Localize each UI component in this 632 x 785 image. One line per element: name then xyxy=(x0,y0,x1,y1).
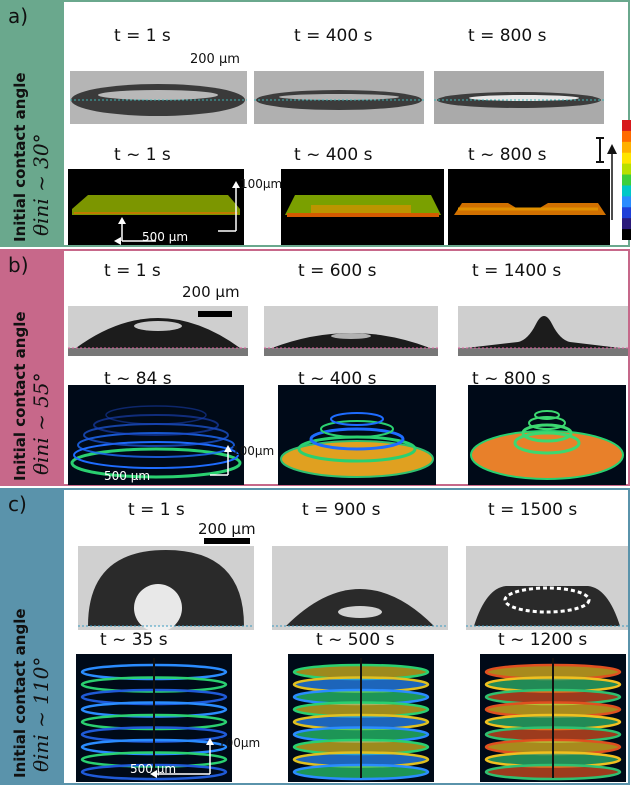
panel-b-scale-h-label: 500 μm xyxy=(104,469,151,483)
panel-a-scale-h-label: 500 μm xyxy=(142,230,189,244)
colorbar-swatch xyxy=(622,196,631,208)
scale-arrow xyxy=(206,738,214,745)
colorbar-swatch xyxy=(622,185,631,197)
panel-b-letter: b) xyxy=(8,253,29,277)
panel-b-fluorescence-image-1 xyxy=(68,385,244,485)
panel-c: c) Initial contact angle θini ~ 110° t =… xyxy=(0,488,630,785)
panel-a-fluorescence-image-1 xyxy=(68,169,244,245)
panel-a-side-label: Initial contact angle θini ~ 30° xyxy=(10,72,53,242)
colorbar-swatch xyxy=(622,141,631,154)
panel-a-droplet-photo-1 xyxy=(70,71,247,124)
panel-a-scale-v-label: 100μm xyxy=(240,177,283,191)
panel-c-side-label: Initial contact angle θini ~ 110° xyxy=(10,608,53,778)
colorbar-swatch xyxy=(622,120,631,132)
panel-c-side-line2: θini ~ 110° xyxy=(29,656,53,772)
panel-b-fluorescence-image-3 xyxy=(468,385,626,485)
panel-b-side-strip xyxy=(2,251,64,484)
colorbar-swatch xyxy=(622,163,631,176)
panel-a-side-strip xyxy=(2,2,64,245)
panel-c-top-time-2: t = 900 s xyxy=(302,500,381,520)
panel-b-bottom-time-1: t ~ 84 s xyxy=(104,369,172,389)
panel-a-side-line2: θini ~ 30° xyxy=(29,133,53,236)
panel-a-top-time-2: t = 400 s xyxy=(294,26,373,46)
panel-b-scale-v-label: 100μm xyxy=(232,444,275,458)
colorbar-swatch xyxy=(622,152,631,165)
colorbar-swatch xyxy=(622,174,631,186)
scale-arrow xyxy=(150,770,157,778)
panel-c-bottom-time-3: t ~ 1200 s xyxy=(498,630,588,650)
panel-a-colorbar xyxy=(622,120,631,240)
panel-c-side-strip xyxy=(2,490,64,783)
panel-c-top-time-1: t = 1 s xyxy=(128,500,185,520)
colorbar-swatch xyxy=(622,218,631,230)
panel-b-droplet-photo-3 xyxy=(458,306,628,356)
panel-c-fluorescence-image-3 xyxy=(480,654,626,782)
colorbar-swatch xyxy=(622,229,631,240)
panel-c-droplet-photo-1 xyxy=(78,546,254,630)
panel-a: a) Initial contact angle θini ~ 30° t = … xyxy=(0,0,631,247)
panel-c-top-scale-bar xyxy=(204,538,250,544)
panel-b-top-scale-bar xyxy=(198,311,232,317)
panel-c-top-scale-label: 200 μm xyxy=(198,520,256,538)
colorbar-swatch xyxy=(622,207,631,219)
panel-a-colorbar-arrow-icon xyxy=(596,132,620,232)
panel-c-scale-v-label: 100μm xyxy=(218,736,261,750)
panel-a-letter: a) xyxy=(8,4,29,28)
panel-b-droplet-photo-1 xyxy=(68,306,248,356)
panel-a-side-line1: Initial contact angle xyxy=(11,72,29,242)
panel-c-letter: c) xyxy=(8,492,27,516)
panel-b-fluorescence-image-2 xyxy=(278,385,436,485)
panel-a-top-time-3: t = 800 s xyxy=(468,26,547,46)
panel-a-droplet-photo-2 xyxy=(254,71,424,124)
panel-c-fluorescence-image-2 xyxy=(288,654,434,782)
panel-a-fluorescence-image-3 xyxy=(448,169,610,245)
panel-b-top-time-3: t = 1400 s xyxy=(472,261,562,281)
panel-b: b) Initial contact angle θini ~ 55° t = … xyxy=(0,249,630,486)
panel-b-top-time-1: t = 1 s xyxy=(104,261,161,281)
panel-a-bottom-time-2: t ~ 400 s xyxy=(294,145,373,165)
panel-c-top-time-3: t = 1500 s xyxy=(488,500,578,520)
panel-c-droplet-photo-3 xyxy=(466,546,628,630)
panel-c-bottom-time-1: t ~ 35 s xyxy=(100,630,168,650)
panel-b-droplet-photo-2 xyxy=(264,306,438,356)
panel-a-bottom-time-3: t ~ 800 s xyxy=(468,145,547,165)
panel-a-top-time-1: t = 1 s xyxy=(114,26,171,46)
panel-a-droplet-photo-3 xyxy=(434,71,604,124)
panel-b-bottom-time-2: t ~ 400 s xyxy=(298,369,377,389)
panel-a-top-scale-label: 200 μm xyxy=(190,52,240,67)
panel-c-fluorescence-image-1 xyxy=(76,654,232,782)
panel-b-side-line1: Initial contact angle xyxy=(11,311,29,481)
panel-c-side-line1: Initial contact angle xyxy=(11,608,29,778)
panel-c-droplet-photo-2 xyxy=(272,546,448,630)
panel-b-bottom-time-3: t ~ 800 s xyxy=(472,369,551,389)
panel-b-top-scale-label: 200 μm xyxy=(182,283,240,301)
colorbar-swatch xyxy=(622,130,631,143)
panel-b-top-time-2: t = 600 s xyxy=(298,261,377,281)
panel-a-fluorescence-image-2 xyxy=(281,169,444,245)
panel-b-side-label: Initial contact angle θini ~ 55° xyxy=(10,311,53,481)
panel-c-scale-h-label: 500 μm xyxy=(130,762,177,776)
panel-b-side-line2: θini ~ 55° xyxy=(29,372,53,475)
panel-a-bottom-time-1: t ~ 1 s xyxy=(114,145,171,165)
panel-c-bottom-time-2: t ~ 500 s xyxy=(316,630,395,650)
